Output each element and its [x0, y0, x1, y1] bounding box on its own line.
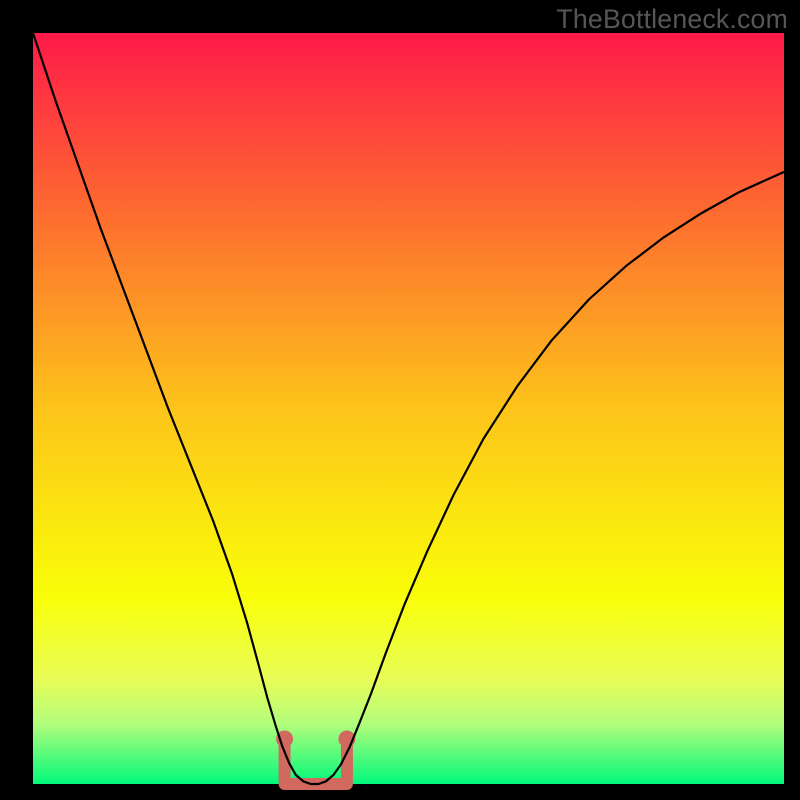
plot-area — [33, 33, 784, 784]
watermark-text: TheBottleneck.com — [556, 4, 788, 35]
bottleneck-curve — [33, 33, 784, 784]
chart-frame: TheBottleneck.com — [0, 0, 800, 800]
plot-svg — [33, 33, 784, 784]
